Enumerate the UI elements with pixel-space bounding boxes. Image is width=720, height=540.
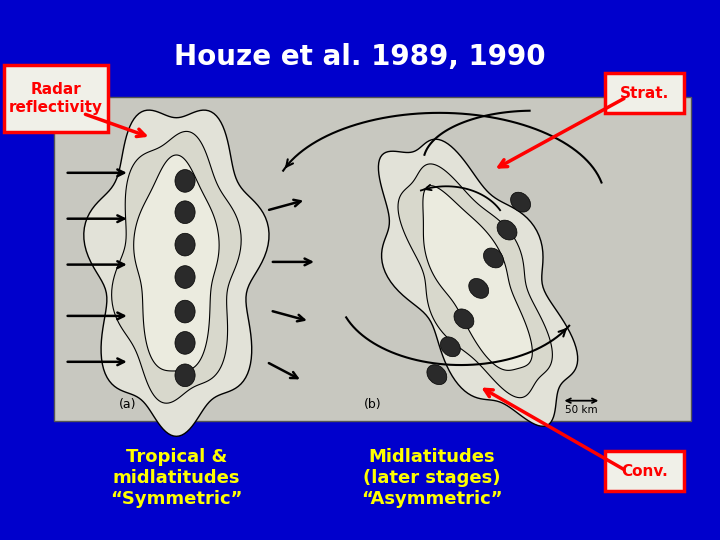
Text: Strat.: Strat. [620, 86, 669, 100]
Ellipse shape [175, 266, 195, 288]
Text: Radar
reflectivity: Radar reflectivity [9, 82, 103, 115]
Polygon shape [84, 110, 269, 436]
FancyBboxPatch shape [54, 97, 691, 421]
Ellipse shape [175, 170, 195, 192]
Ellipse shape [175, 300, 195, 323]
Ellipse shape [175, 332, 195, 354]
Ellipse shape [175, 233, 195, 256]
Polygon shape [134, 155, 219, 371]
Ellipse shape [497, 220, 517, 240]
Text: 50 km: 50 km [564, 404, 598, 415]
Text: (a): (a) [119, 397, 136, 411]
Polygon shape [112, 131, 241, 403]
FancyBboxPatch shape [4, 65, 108, 132]
Polygon shape [398, 164, 552, 397]
Text: (b): (b) [364, 397, 381, 411]
Ellipse shape [469, 279, 489, 298]
Text: Midlatitudes
(later stages)
“Asymmetric”: Midlatitudes (later stages) “Asymmetric” [361, 448, 503, 508]
Polygon shape [379, 139, 577, 426]
Ellipse shape [441, 337, 460, 357]
FancyBboxPatch shape [605, 451, 684, 491]
Polygon shape [423, 186, 532, 370]
Text: Tropical &
midlatitudes
“Symmetric”: Tropical & midlatitudes “Symmetric” [110, 448, 243, 508]
Text: Houze et al. 1989, 1990: Houze et al. 1989, 1990 [174, 43, 546, 71]
Ellipse shape [510, 192, 531, 212]
Ellipse shape [175, 201, 195, 224]
Ellipse shape [484, 248, 503, 268]
FancyBboxPatch shape [605, 73, 684, 113]
Ellipse shape [427, 364, 447, 384]
Text: Conv.: Conv. [621, 464, 667, 478]
Ellipse shape [175, 364, 195, 387]
Ellipse shape [454, 309, 474, 329]
